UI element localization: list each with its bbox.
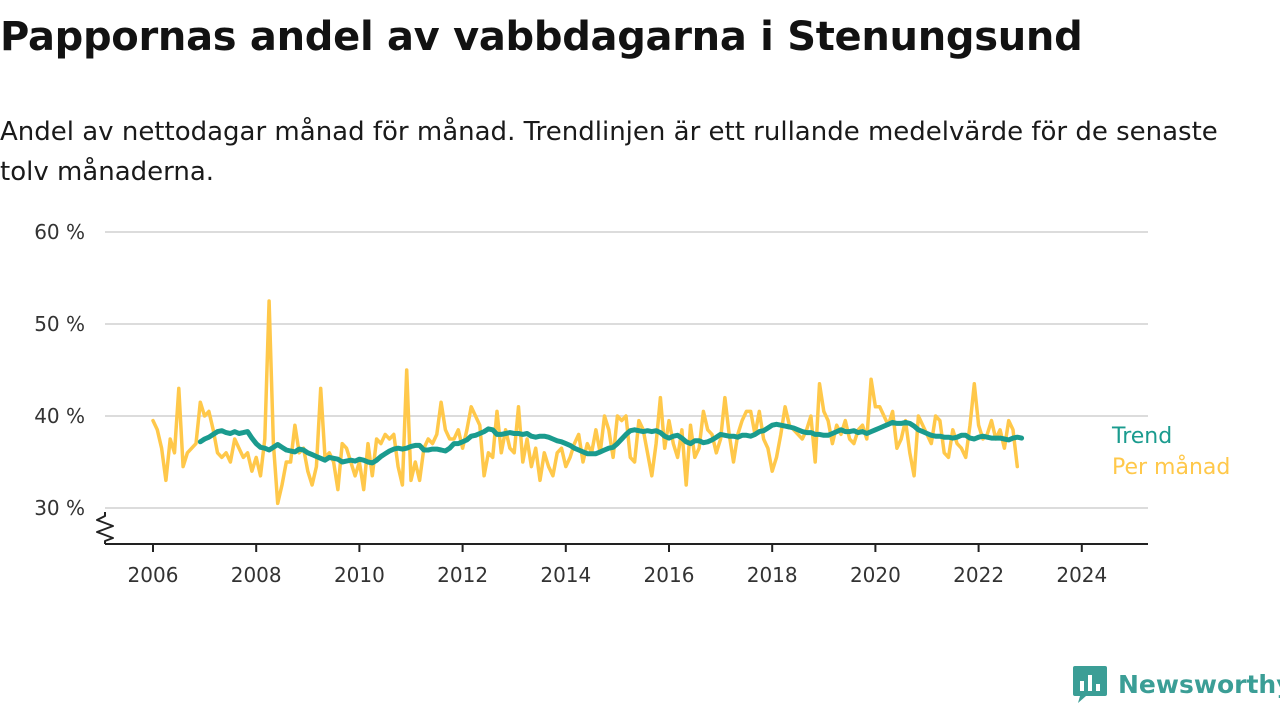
series-line (151, 299, 1020, 506)
x-tick-label: 2018 (747, 563, 798, 587)
y-axis-ticks: 30 % 40 % 50 % 60 % (34, 220, 114, 544)
newsworthy-chart-logo-icon (1073, 666, 1107, 703)
x-tick-label: 2012 (437, 563, 488, 587)
x-tick-label: 2020 (850, 563, 901, 587)
x-tick-label: 2024 (1056, 563, 1107, 587)
y-tick-label: 40 % (34, 404, 85, 428)
series-label: Trend (1111, 424, 1172, 449)
chart-subtitle: Andel av nettodagar månad för månad. Tre… (0, 117, 1218, 187)
x-tick-label: 2022 (953, 563, 1004, 587)
x-tick-label: 2006 (128, 563, 179, 587)
x-tick-label: 2010 (334, 563, 385, 587)
y-tick-label: 30 % (34, 496, 85, 520)
brand-name: Newsworthy (1118, 669, 1280, 699)
series-label: Per månad (1112, 454, 1230, 480)
gridlines (105, 231, 1148, 509)
series-lines (151, 299, 1025, 506)
axis-break-icon (96, 512, 114, 544)
x-axis: 2006 2008 2010 2012 2014 2016 2018 2020 2022 2024 (105, 543, 1148, 587)
line-chart: 30 % 40 % 50 % 60 % 2006 2008 2010 2012 2014 201… (34, 220, 1230, 587)
x-tick-label: 2008 (231, 563, 282, 587)
x-tick-label: 2014 (540, 563, 591, 587)
series-labels: Per månad Trend (1111, 424, 1230, 480)
y-tick-label: 60 % (34, 220, 85, 244)
chart-title: Pappornas andel av vabbdagarna i Stenung… (0, 14, 1083, 60)
newsworthy-brand: Newsworthy (1072, 664, 1280, 704)
y-tick-label: 50 % (34, 312, 85, 336)
x-tick-label: 2016 (644, 563, 695, 587)
series-line (197, 419, 1025, 466)
